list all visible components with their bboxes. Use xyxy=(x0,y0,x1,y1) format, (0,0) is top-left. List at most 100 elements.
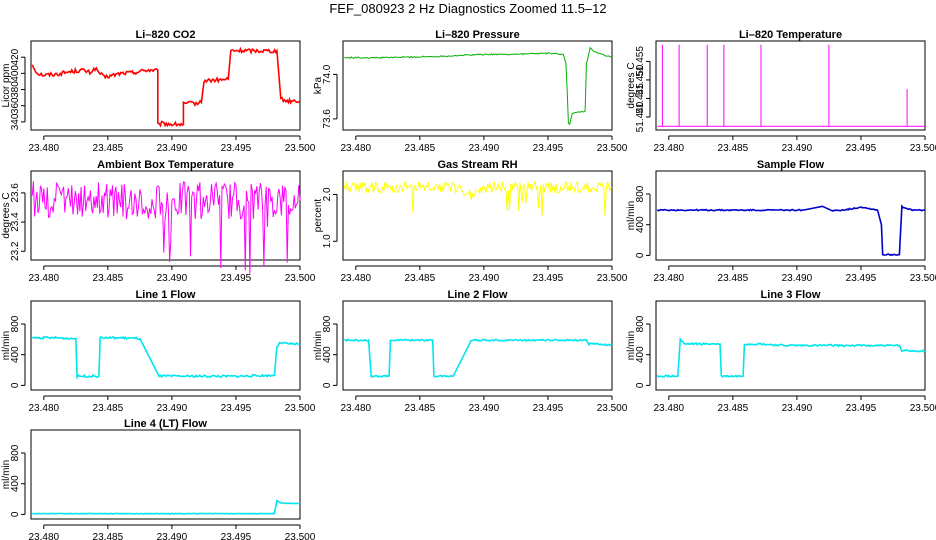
x-tick-label: 23.480 xyxy=(29,532,60,540)
x-tick-label: 23.495 xyxy=(533,403,564,414)
plot-frame xyxy=(342,170,613,261)
plot-frame xyxy=(30,40,301,131)
figure-title: FEF_080923 2 Hz Diagnostics Zoomed 11.5–… xyxy=(329,1,607,16)
chart-title: Gas Stream RH xyxy=(437,159,517,171)
x-tick-label: 23.490 xyxy=(157,532,188,540)
y-axis-label: ml/min xyxy=(313,331,324,360)
x-tick-label: 23.480 xyxy=(29,403,60,414)
data-series-line xyxy=(344,338,613,378)
data-series-line xyxy=(344,46,613,126)
x-tick-label: 23.500 xyxy=(285,532,316,540)
chart-panel: Gas Stream RH 23.480 23.485 23.490 23.495 23.… xyxy=(313,159,628,284)
data-series-line xyxy=(31,46,301,128)
y-tick-label: 400 xyxy=(322,346,333,363)
y-tick-label: 51.450 xyxy=(635,64,646,95)
y-tick-label: 400 xyxy=(635,216,646,233)
chart-title: Ambient Box Temperature xyxy=(97,159,234,171)
x-tick-label: 23.490 xyxy=(157,273,188,284)
chart-panel: Li–820 Temperature 23.480 23.485 23.490 23.4… xyxy=(626,29,936,154)
y-tick-label: 1.0 xyxy=(322,234,333,248)
plot-frame xyxy=(342,300,613,391)
y-axis-label: degrees C xyxy=(626,62,637,108)
x-tick-label: 23.500 xyxy=(910,143,936,154)
x-tick-label: 23.490 xyxy=(469,273,500,284)
x-tick-label: 23.500 xyxy=(285,403,316,414)
y-tick-label: 340 xyxy=(10,113,21,130)
chart-title: Li–820 CO2 xyxy=(136,29,196,41)
x-tick-label: 23.495 xyxy=(533,143,564,154)
y-axis-label: Licor ppm xyxy=(1,64,12,108)
y-tick-label: 800 xyxy=(10,444,21,461)
y-axis-label: ml/min xyxy=(626,201,637,230)
x-tick-label: 23.485 xyxy=(718,273,749,284)
y-tick-label: 400 xyxy=(635,346,646,363)
y-axis-label: ml/min xyxy=(1,460,12,489)
x-tick-label: 23.495 xyxy=(221,143,252,154)
plot-frame xyxy=(30,429,301,520)
x-tick-label: 23.500 xyxy=(285,143,316,154)
plot-frame xyxy=(655,300,926,391)
x-tick-label: 23.480 xyxy=(654,403,685,414)
x-tick-label: 23.495 xyxy=(846,143,877,154)
x-tick-label: 23.480 xyxy=(341,143,372,154)
chart-panel: Li–820 CO2 23.480 23.485 23.490 23.495 23.500… xyxy=(1,29,316,154)
y-tick-label: 51.440 xyxy=(635,101,646,132)
x-tick-label: 23.500 xyxy=(597,143,628,154)
y-axis-label: ml/min xyxy=(626,331,637,360)
y-tick-label: 800 xyxy=(635,315,646,332)
x-tick-label: 23.500 xyxy=(597,403,628,414)
y-tick-label: 51.455 xyxy=(635,46,646,77)
x-tick-label: 23.485 xyxy=(405,273,436,284)
x-tick-label: 23.480 xyxy=(341,273,372,284)
x-tick-label: 23.480 xyxy=(654,273,685,284)
x-tick-label: 23.490 xyxy=(469,403,500,414)
chart-panel: Ambient Box Temperature 23.480 23.485 23.49… xyxy=(1,159,316,284)
x-tick-label: 23.480 xyxy=(29,273,60,284)
x-tick-label: 23.495 xyxy=(221,273,252,284)
y-tick-label: 0 xyxy=(322,382,333,388)
data-series-line xyxy=(31,335,301,381)
chart-title: Li–820 Temperature xyxy=(739,29,842,41)
chart-title: Line 2 Flow xyxy=(448,289,508,301)
x-tick-label: 23.490 xyxy=(157,143,188,154)
data-series-line xyxy=(32,499,301,515)
x-tick-label: 23.495 xyxy=(846,273,877,284)
chart-panel: Sample Flow 23.480 23.485 23.490 23.495 23.50… xyxy=(626,159,936,284)
plot-frame xyxy=(342,40,613,131)
y-tick-label: 51.445 xyxy=(635,83,646,114)
chart-panel: Line 2 Flow 23.480 23.485 23.490 23.495 23.50… xyxy=(313,289,628,414)
chart-title: Line 4 (LT) Flow xyxy=(124,418,207,430)
y-tick-label: 2.0 xyxy=(322,187,333,201)
x-tick-label: 23.480 xyxy=(341,403,372,414)
x-tick-label: 23.490 xyxy=(782,273,813,284)
y-tick-label: 400 xyxy=(10,65,21,82)
x-tick-label: 23.485 xyxy=(93,403,124,414)
y-tick-label: 420 xyxy=(10,48,21,65)
x-tick-label: 23.500 xyxy=(597,273,628,284)
y-tick-label: 0 xyxy=(10,382,21,388)
y-tick-label: 0 xyxy=(10,511,21,517)
x-tick-label: 23.485 xyxy=(93,143,124,154)
chart-title: Li–820 Pressure xyxy=(435,29,519,41)
y-axis-label: ml/min xyxy=(1,331,12,360)
chart-panel: Li–820 Pressure 23.480 23.485 23.490 23.495 2… xyxy=(313,29,628,154)
x-tick-label: 23.495 xyxy=(533,273,564,284)
x-tick-label: 23.490 xyxy=(157,403,188,414)
y-tick-label: 23.4 xyxy=(10,212,21,232)
x-tick-label: 23.485 xyxy=(405,143,436,154)
y-tick-label: 800 xyxy=(635,185,646,202)
chart-panel: Line 3 Flow 23.480 23.485 23.490 23.495 23.50… xyxy=(626,289,936,414)
chart-panel: Line 1 Flow 23.480 23.485 23.490 23.495 23.50… xyxy=(1,289,316,414)
x-tick-label: 23.480 xyxy=(654,143,685,154)
chart-panel: Line 4 (LT) Flow 23.480 23.485 23.490 23.495… xyxy=(1,418,316,540)
x-tick-label: 23.495 xyxy=(221,532,252,540)
y-axis-label: percent xyxy=(313,199,324,233)
x-tick-label: 23.490 xyxy=(782,403,813,414)
data-series-line xyxy=(657,44,925,127)
plot-frame xyxy=(655,170,926,261)
data-series-line xyxy=(656,336,926,379)
y-axis-label: kPa xyxy=(313,76,324,94)
y-tick-label: 73.6 xyxy=(322,109,333,129)
x-tick-label: 23.500 xyxy=(285,273,316,284)
